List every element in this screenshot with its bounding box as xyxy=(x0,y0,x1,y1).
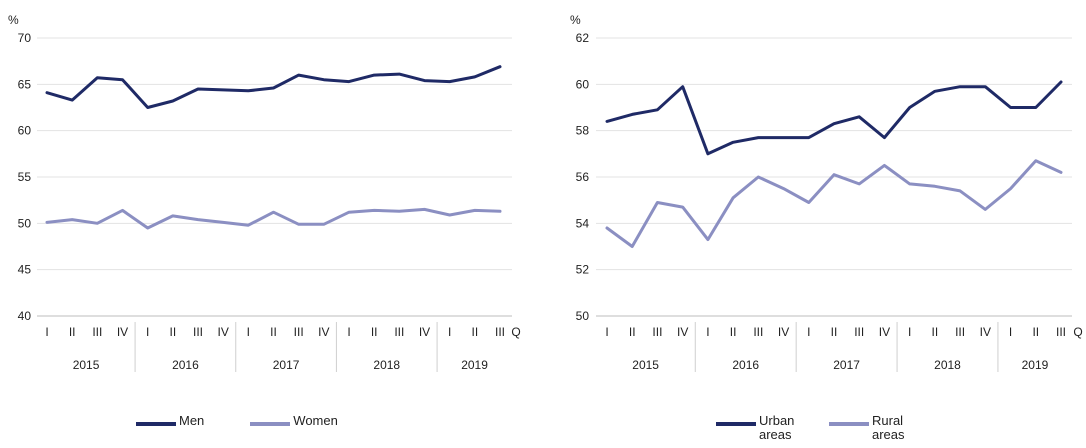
chart1-x-quarter-label: II xyxy=(169,325,176,339)
chart1-x-quarter-label: IV xyxy=(117,325,128,339)
chart2-x-year-label: 2018 xyxy=(934,358,961,372)
chart1-series-women-line xyxy=(45,207,502,230)
chart2-x-year-label: 2015 xyxy=(632,358,659,372)
chart1-x-year-label: 2016 xyxy=(172,358,199,372)
chart2-x-quarter-label: IV xyxy=(980,325,991,339)
chart1-x-quarter-label: IV xyxy=(318,325,329,339)
chart2-x-quarter-label: IV xyxy=(778,325,789,339)
chart2-x-year-label: 2016 xyxy=(732,358,759,372)
chart1-y-tick-label: 60 xyxy=(18,124,32,138)
chart2-y-tick-label: 58 xyxy=(576,124,590,138)
chart1-x-quarter-label: II xyxy=(471,325,478,339)
chart2-y-unit-label: % xyxy=(570,13,581,27)
chart1-x-quarter-label: I xyxy=(448,325,451,339)
chart2-x-quarter-label: II xyxy=(629,325,636,339)
chart1-x-year-label: 2015 xyxy=(73,358,100,372)
chart1-series-men-line xyxy=(45,65,502,109)
chart1-y-unit-label: % xyxy=(8,13,19,27)
legend-label-urban: Urban areas xyxy=(759,413,795,442)
legend-item-women: Women xyxy=(250,414,338,428)
chart1-x-axis-end-label: Q xyxy=(511,325,520,339)
chart1-x-quarter-label: II xyxy=(371,325,378,339)
chart2-x-quarter-label: I xyxy=(605,325,608,339)
chart1-y-tick-label: 50 xyxy=(18,216,32,230)
chart1-x-quarter-label: IV xyxy=(419,325,430,339)
chart2-y-tick-label: 62 xyxy=(576,31,590,45)
chart2-x-quarter-label: III xyxy=(652,325,662,339)
chart2-x-axis-end-label: Q xyxy=(1073,325,1082,339)
chart1-x-quarter-label: III xyxy=(294,325,304,339)
chart2-series-urban-areas-line xyxy=(605,80,1063,156)
chart1-x-quarter-label: I xyxy=(45,325,48,339)
chart1-x-quarter-label: III xyxy=(92,325,102,339)
legend-left: Men Women xyxy=(136,414,384,428)
chart2-x-quarter-label: III xyxy=(753,325,763,339)
chart2-x-year-label: 2019 xyxy=(1022,358,1049,372)
legend-right: Urban areas Rural areas xyxy=(716,414,978,442)
chart1-x-quarter-label: I xyxy=(347,325,350,339)
chart2-x-quarter-label: II xyxy=(730,325,737,339)
chart2-x-quarter-label: I xyxy=(706,325,709,339)
legend-swatch-urban xyxy=(716,422,756,426)
legend-swatch-men xyxy=(136,422,176,426)
chart2-x-quarter-label: II xyxy=(1032,325,1039,339)
chart1-x-quarter-label: II xyxy=(69,325,76,339)
chart2-y-tick-label: 54 xyxy=(576,216,590,230)
chart2-y-tick-label: 50 xyxy=(576,309,590,323)
legend-item-men: Men xyxy=(136,414,204,428)
chart2-x-quarter-label: II xyxy=(932,325,939,339)
chart2-x-year-label: 2017 xyxy=(833,358,860,372)
chart1-x-quarter-label: III xyxy=(193,325,203,339)
legend-label-women: Women xyxy=(293,413,338,428)
chart1-x-year-label: 2018 xyxy=(373,358,400,372)
chart2-x-quarter-label: I xyxy=(807,325,810,339)
legend-label-men: Men xyxy=(179,413,205,428)
chart1-x-quarter-label: III xyxy=(495,325,505,339)
chart1-x-quarter-label: I xyxy=(146,325,149,339)
legend-item-urban: Urban areas xyxy=(716,414,819,442)
chart1-y-tick-label: 70 xyxy=(18,31,32,45)
chart1-y-tick-label: 45 xyxy=(18,263,32,277)
chart2-x-quarter-label: III xyxy=(1056,325,1066,339)
legend-swatch-women xyxy=(250,422,291,426)
chart1-x-year-label: 2019 xyxy=(461,358,488,372)
legend-label-rural: Rural areas xyxy=(872,413,905,442)
chart2-series-rural-areas-line xyxy=(605,159,1063,248)
legend-swatch-rural xyxy=(829,422,869,426)
chart1-x-quarter-label: I xyxy=(247,325,250,339)
chart2-y-tick-label: 56 xyxy=(576,170,590,184)
legend-item-rural: Rural areas xyxy=(829,414,932,442)
chart2-x-quarter-label: II xyxy=(831,325,838,339)
chart1-x-quarter-label: IV xyxy=(217,325,228,339)
chart2-x-quarter-label: I xyxy=(908,325,911,339)
chart1-y-tick-label: 55 xyxy=(18,170,32,184)
chart2-x-quarter-label: III xyxy=(955,325,965,339)
chart2-x-quarter-label: I xyxy=(1009,325,1012,339)
chart1-x-quarter-label: II xyxy=(270,325,277,339)
chart2-x-quarter-label: IV xyxy=(879,325,890,339)
chart1-y-tick-label: 40 xyxy=(18,309,32,323)
chart2-x-quarter-label: III xyxy=(854,325,864,339)
chart2-y-tick-label: 52 xyxy=(576,263,590,277)
chart1-x-year-label: 2017 xyxy=(273,358,300,372)
chart2-y-tick-label: 60 xyxy=(576,77,590,91)
chart2-x-quarter-label: IV xyxy=(677,325,688,339)
chart1-x-quarter-label: III xyxy=(394,325,404,339)
chart1-y-tick-label: 65 xyxy=(18,77,32,91)
